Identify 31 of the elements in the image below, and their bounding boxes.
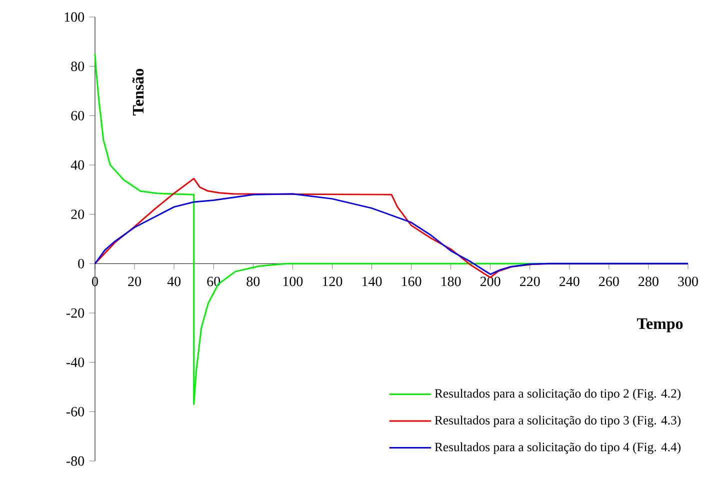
y-axis-title: Tensão: [132, 68, 144, 116]
legend-label: Resultados para a solicitação do tipo 3 (Fig. 4.3): [434, 416, 681, 428]
x-tick-label: 200: [480, 276, 500, 286]
legend-label: Resultados para a solicitação do tipo 4 (Fig. 4.4): [434, 442, 681, 454]
x-tick-label: 100: [283, 276, 303, 286]
x-tick-label: 180: [442, 276, 461, 286]
x-tick-label: 20: [128, 276, 141, 286]
y-tick-label: 40: [70, 160, 84, 170]
y-tick-label: -80: [66, 456, 84, 466]
y-tick-label: 60: [71, 110, 84, 120]
x-tick-label: 220: [520, 276, 540, 286]
x-tick-label: 140: [362, 276, 382, 286]
legend-label: Resultados para a solicitação do tipo 2 (Fig. 4.2): [434, 388, 681, 400]
x-tick-label: 0: [92, 276, 98, 286]
y-tick-label: 100: [64, 12, 84, 22]
x-tick-label: 160: [402, 276, 422, 286]
y-tick-label: -60: [66, 406, 84, 416]
y-tick-label: 80: [71, 62, 84, 72]
x-tick-label: 120: [322, 276, 342, 286]
x-tick-label: 300: [678, 276, 698, 286]
x-tick-label: 80: [246, 276, 260, 286]
x-tick-label: 40: [167, 276, 181, 286]
y-tick-label: 20: [71, 210, 84, 220]
y-tick-label: 0: [78, 258, 84, 268]
x-tick-label: 260: [599, 276, 619, 286]
line-series: [94, 193, 689, 276]
y-tick-label: -40: [66, 358, 84, 368]
x-tick-label: 280: [638, 276, 658, 286]
y-tick-label: -20: [66, 308, 84, 318]
x-tick-label: 240: [560, 276, 580, 286]
x-axis-title: Tempo: [637, 318, 683, 332]
